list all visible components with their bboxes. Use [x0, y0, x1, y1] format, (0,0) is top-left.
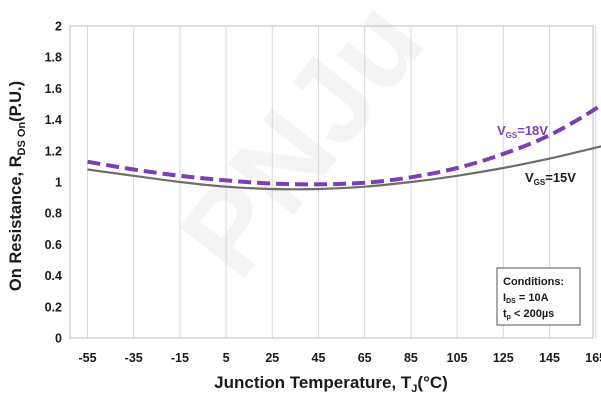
x-tick-label: -15 [171, 351, 189, 365]
y-tick-label: 2 [55, 20, 62, 34]
y-axis-title: On Resistance, RDS On(P.U.) [7, 81, 28, 291]
y-tick-label: 0.2 [45, 300, 62, 314]
y-tick-label: 0.6 [45, 238, 62, 252]
series-label-18v: VGS=18V [497, 123, 548, 140]
x-tick-label: -55 [78, 351, 96, 365]
y-tick-label: 0.4 [45, 269, 62, 283]
y-tick-label: 0.8 [45, 207, 62, 221]
x-tick-label: 25 [265, 351, 279, 365]
conditions-box: Conditions: IDS = 10A tp < 200µs [496, 267, 581, 326]
conditions-line-2: tp < 200µs [503, 308, 554, 321]
x-tick-label: 125 [493, 351, 514, 365]
x-tick-label: 45 [312, 351, 326, 365]
x-tick-label: 85 [404, 351, 418, 365]
series-line-vgs-15v [87, 145, 601, 191]
series-group [87, 102, 601, 191]
x-tick-label: 65 [358, 351, 372, 365]
x-tick-label: -35 [125, 351, 143, 365]
y-tick-label: 0 [55, 332, 62, 346]
y-tick-label: 1.8 [45, 51, 62, 65]
conditions-title: Conditions: [503, 276, 564, 288]
y-tick-labels: 0 0.2 0.4 0.6 0.8 1 1.2 1.4 1.6 1.8 2 [45, 20, 62, 346]
plot-area [69, 25, 594, 339]
y-tick-label: 1.6 [45, 82, 62, 96]
watermark: PNJu [154, 0, 448, 300]
x-tick-label: 145 [539, 351, 560, 365]
x-tick-labels: -55 -35 -15 5 25 45 65 85 105 125 145 165 [78, 351, 601, 365]
x-axis-title: Junction Temperature, TJ(°C) [214, 373, 448, 395]
series-line-vgs-18v [87, 102, 601, 187]
conditions-line-1: IDS = 10A [503, 292, 549, 305]
x-tick-label: 105 [447, 351, 468, 365]
x-tick-label: 5 [223, 351, 230, 365]
x-tick-label: 165 [585, 351, 601, 365]
y-tick-label: 1.2 [45, 144, 62, 158]
y-tick-label: 1.4 [45, 113, 62, 127]
series-label-15v: VGS=15V [525, 170, 576, 187]
y-tick-label: 1 [55, 176, 62, 190]
